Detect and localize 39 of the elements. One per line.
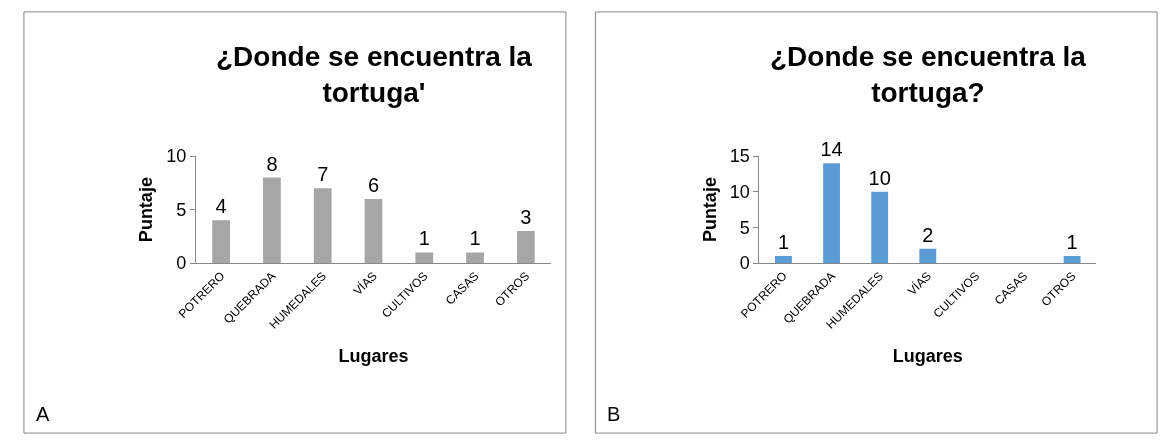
text: A	[36, 403, 50, 425]
text: B	[607, 403, 621, 425]
chart-title: ¿Donde se encuentra la tortuga'	[216, 41, 533, 109]
data-label: 2	[922, 223, 934, 246]
bar	[212, 220, 231, 264]
y-tick-label: 15	[729, 146, 750, 167]
data-label: 4	[215, 195, 227, 218]
y-tick-label: 0	[176, 253, 187, 274]
bar	[364, 198, 383, 264]
bar	[775, 255, 792, 264]
bar	[1063, 255, 1081, 264]
data-label: 6	[367, 173, 380, 196]
data-label: 8	[266, 152, 278, 175]
y-tick-label: 10	[729, 182, 750, 203]
y-axis-title: Puntaje	[136, 177, 157, 243]
bar	[871, 191, 889, 264]
y-tick-label: 0	[739, 253, 750, 274]
y-tick-label: 5	[739, 217, 750, 238]
x-axis-title: Lugares	[338, 345, 409, 366]
data-label: 7	[317, 163, 329, 186]
bar	[415, 252, 434, 264]
data-label: 3	[520, 206, 532, 228]
data-label: 1	[1066, 230, 1078, 253]
bar	[313, 188, 332, 264]
bar	[263, 177, 281, 264]
chart-title: ¿Donde se encuentra la tortuga?	[770, 41, 1087, 109]
data-label: 14	[820, 138, 843, 161]
y-tick-label: 5	[176, 199, 187, 220]
bar	[516, 231, 535, 264]
bar	[466, 252, 484, 264]
bar	[823, 163, 840, 264]
data-label: 10	[868, 166, 891, 189]
data-label: 1	[469, 227, 481, 250]
data-label: 1	[418, 227, 430, 250]
y-tick-label: 10	[166, 146, 187, 167]
data-label: 1	[777, 230, 790, 253]
y-axis-title: Puntaje	[699, 177, 720, 243]
bar	[919, 248, 937, 264]
x-axis-title: Lugares	[892, 345, 963, 366]
